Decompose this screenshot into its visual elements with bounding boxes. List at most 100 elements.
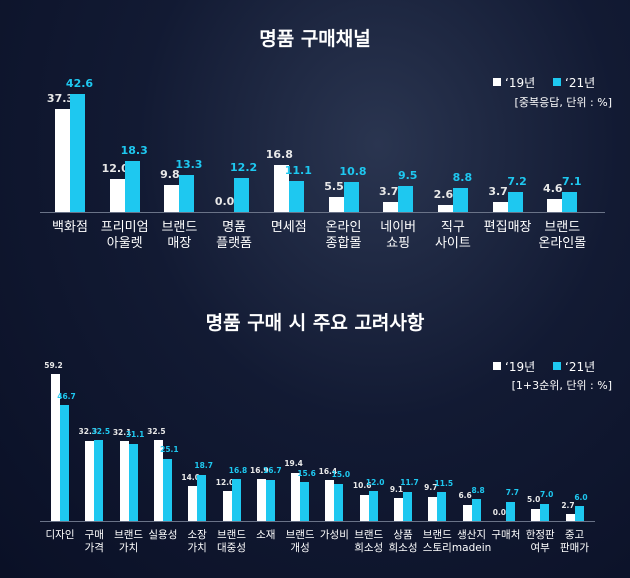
value-label: 46.7 — [57, 391, 76, 401]
value-label: 5.0 — [527, 495, 541, 505]
category-label: 면세점 — [270, 220, 307, 235]
category-label: 직구 사이트 — [434, 220, 471, 251]
bar — [574, 506, 584, 521]
bar — [462, 504, 472, 521]
bar — [437, 492, 447, 521]
value-label: 11.1 — [284, 164, 312, 178]
bar — [124, 161, 140, 212]
value-label: 10.6 — [352, 481, 372, 491]
bar — [562, 192, 578, 212]
value-label: 12.2 — [230, 161, 258, 175]
bar — [164, 184, 180, 212]
value-label: 59.2 — [44, 360, 63, 370]
value-label: 25.1 — [160, 445, 179, 455]
legend-swatch — [493, 78, 501, 86]
baseline — [40, 521, 595, 522]
bar — [55, 108, 70, 212]
category-label: 명품 플랫폼 — [216, 220, 253, 251]
category-label: 한정판 여부 — [525, 529, 555, 554]
value-label: 32.5 — [147, 426, 166, 436]
value-label: 9.7 — [424, 483, 438, 493]
category-label: 소장 가치 — [187, 529, 207, 554]
category-label: 소재 — [256, 529, 276, 541]
bar — [162, 458, 172, 521]
value-label: 16.4 — [318, 466, 338, 476]
value-label: 11.5 — [434, 478, 454, 488]
value-label: 13.3 — [175, 158, 203, 172]
bar — [540, 503, 550, 521]
bar — [328, 196, 344, 212]
value-label: 5.5 — [324, 179, 344, 193]
value-label: 7.2 — [507, 175, 527, 189]
bar — [394, 498, 403, 521]
bar — [60, 405, 69, 521]
value-label: 6.0 — [574, 492, 588, 502]
bar — [197, 474, 207, 521]
value-label: 32.3 — [78, 427, 98, 437]
value-label: 18.3 — [120, 144, 148, 158]
value-label: 16.8 — [228, 465, 248, 475]
value-label: 15.0 — [331, 470, 351, 480]
value-label: 15.6 — [297, 468, 316, 478]
bar — [85, 440, 95, 521]
bar — [343, 182, 359, 212]
bar — [128, 443, 138, 521]
value-label: 7.0 — [540, 490, 554, 500]
category-label: 브랜드 희소성 — [354, 529, 384, 554]
bar — [188, 486, 198, 521]
bar — [231, 479, 241, 521]
bar — [531, 508, 541, 521]
bar — [179, 175, 195, 212]
value-label: 42.6 — [65, 77, 94, 90]
value-label: 14.0 — [181, 472, 200, 482]
bar — [256, 479, 266, 521]
bar — [119, 441, 129, 521]
bar — [291, 472, 301, 521]
bar — [222, 491, 232, 521]
bar — [334, 483, 344, 521]
value-label: 9.8 — [160, 167, 180, 181]
value-label: 2.6 — [433, 187, 454, 201]
value-label: 4.6 — [543, 182, 563, 196]
value-label: 31.1 — [125, 430, 145, 440]
value-label: 16.8 — [265, 148, 293, 162]
legend-swatch — [493, 362, 501, 370]
note: [1+3순위, 단위 : %] — [511, 379, 612, 392]
bar — [383, 201, 399, 212]
value-label: 8.8 — [452, 170, 473, 184]
bar — [437, 204, 453, 212]
value-label: 6.6 — [458, 491, 472, 501]
value-label: 18.7 — [194, 461, 213, 471]
value-label: 12.0 — [365, 477, 385, 487]
legend-label: ‘21년 — [565, 360, 596, 374]
category-label: 구매처 — [491, 529, 521, 541]
bar — [428, 496, 438, 521]
bar — [234, 178, 250, 212]
bar — [273, 165, 289, 212]
category-label: 프리미엄 아울렛 — [100, 220, 149, 251]
value-label: 3.7 — [488, 184, 508, 198]
bar — [300, 482, 310, 521]
bar — [153, 440, 163, 521]
legend-swatch — [553, 362, 561, 370]
category-label: 온라인 종합몰 — [325, 220, 362, 251]
bar — [492, 201, 508, 212]
category-label: 구매 가격 — [84, 529, 104, 554]
value-label: 11.7 — [400, 478, 419, 488]
bar — [94, 440, 104, 521]
category-label: 편집매장 — [483, 220, 532, 235]
value-label: 32.1 — [112, 427, 132, 437]
value-label: 2.7 — [561, 500, 575, 510]
bar — [452, 187, 468, 212]
category-label: 브랜드 대중성 — [217, 529, 246, 554]
bar — [471, 499, 481, 521]
bar — [109, 178, 125, 212]
value-label: 32.5 — [91, 426, 111, 436]
category-label: 백화점 — [52, 220, 88, 235]
category-label: 중고 판매가 — [560, 529, 589, 554]
category-label: 디자인 — [45, 529, 75, 541]
legend-swatch — [553, 78, 561, 86]
legend-label: ‘19년 — [505, 360, 536, 374]
chart-title: 명품 구매채널 — [259, 28, 371, 50]
